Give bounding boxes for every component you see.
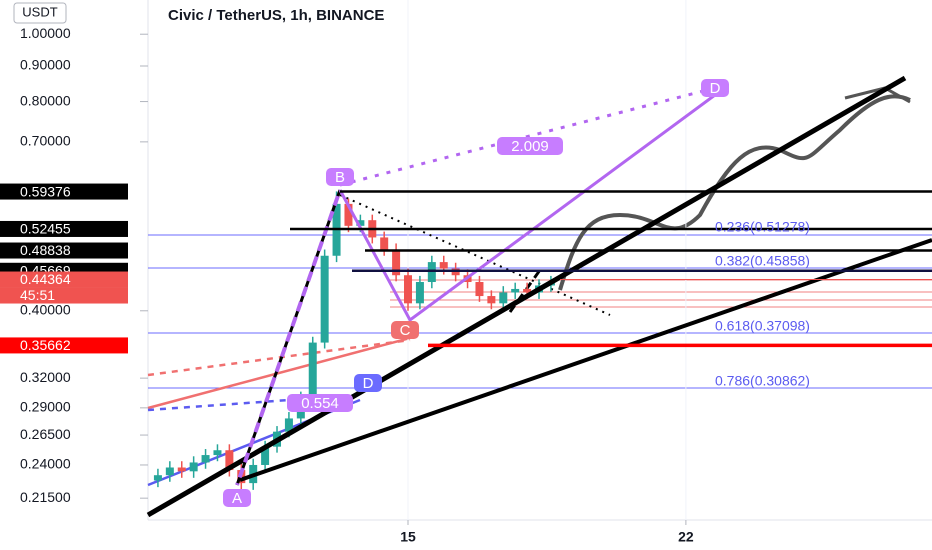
countdown-label: 45:51 — [20, 287, 55, 303]
y-tick-label: 0.32000 — [20, 369, 71, 385]
price-badge — [0, 271, 128, 288]
annotation-box — [497, 137, 563, 155]
candle-body — [404, 275, 413, 304]
candle-body — [320, 255, 329, 343]
price-badge-label: 0.48838 — [20, 242, 71, 258]
y-tick-label: 0.90000 — [20, 57, 71, 73]
abcd-line — [235, 189, 342, 486]
price-badge — [0, 337, 128, 354]
trend-line — [147, 336, 411, 410]
annotation-label: A — [232, 490, 242, 507]
abcd-line — [338, 93, 716, 323]
annotation-label: 0.554 — [301, 395, 339, 412]
price-badge-label: 0.52455 — [20, 221, 71, 237]
y-tick-label: 0.40000 — [20, 301, 71, 317]
y-tick-label: 0.70000 — [20, 133, 71, 149]
x-tick-label: 22 — [678, 529, 694, 545]
candle-body — [439, 262, 448, 269]
countdown-badge — [0, 287, 128, 304]
trend-line — [235, 189, 342, 486]
annotation-box — [223, 489, 251, 507]
candle-body — [487, 296, 496, 304]
price-badge-label: 0.44364 — [20, 271, 71, 287]
fib-label: 0.236(0.51278) — [715, 219, 810, 235]
price-badge — [0, 220, 128, 237]
y-tick-label: 1.00000 — [20, 25, 71, 41]
candle-body — [523, 288, 532, 293]
candle-body — [499, 292, 508, 304]
candle-body — [213, 450, 222, 456]
price-badge-label: 0.59376 — [20, 183, 71, 199]
y-tick-label: 0.29000 — [20, 399, 71, 415]
candle-body — [392, 249, 401, 276]
y-tick-label: 0.21500 — [20, 489, 71, 505]
price-badge — [0, 183, 128, 200]
trend-line — [339, 194, 611, 316]
y-tick-label: 0.26500 — [20, 426, 71, 442]
y-tick-label: 0.24000 — [20, 456, 71, 472]
fib-label: 0.382(0.45858) — [715, 253, 810, 269]
candle-body — [308, 342, 317, 398]
y-tick-label: 0.80000 — [20, 92, 71, 108]
annotation-box — [391, 321, 419, 339]
currency-label: USDT — [22, 4, 57, 19]
candle-body — [189, 462, 198, 472]
candle-body — [153, 475, 162, 481]
price-badge-label: 0.35662 — [20, 337, 71, 353]
trend-line — [146, 75, 907, 518]
annotation-label: B — [335, 169, 345, 186]
candle-body — [427, 262, 436, 283]
annotation-label: D — [710, 80, 721, 97]
candle-body — [475, 282, 484, 297]
annotation-box — [701, 79, 729, 97]
candle-body — [261, 446, 270, 465]
fib-label: 0.786(0.30862) — [715, 373, 810, 389]
currency-box — [13, 2, 67, 24]
fib-label: 0.618(0.37098) — [715, 318, 810, 334]
annotation-box — [287, 394, 353, 412]
candle-body — [356, 220, 365, 226]
candle-body — [225, 450, 234, 471]
candle-body — [284, 418, 293, 432]
trend-line — [147, 338, 411, 377]
trend-line — [508, 269, 542, 313]
annotation-label: D — [363, 375, 374, 392]
projection-path — [558, 94, 911, 291]
candle-body — [380, 237, 389, 250]
annotation-box — [326, 168, 354, 186]
price-badge — [0, 242, 128, 259]
candle-body — [511, 288, 520, 293]
chart-title: Civic / TetherUS, 1h, BINANCE — [168, 7, 384, 24]
candle-body — [415, 282, 424, 304]
annotation-box — [354, 374, 382, 392]
annotation-label: 2.009 — [511, 138, 549, 155]
x-tick-label: 15 — [400, 529, 416, 545]
candle-body — [344, 203, 353, 226]
candle-body — [177, 467, 186, 472]
abcd-line — [339, 86, 716, 187]
candle-body — [165, 467, 174, 476]
candle-body — [201, 455, 210, 463]
annotation-label: C — [400, 322, 411, 339]
